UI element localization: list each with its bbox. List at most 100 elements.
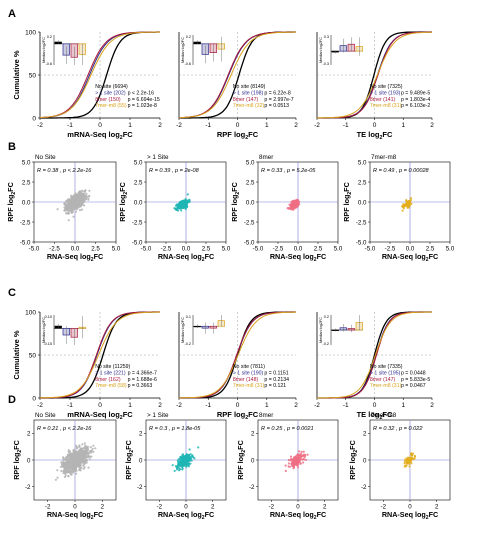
scatter-point [56, 469, 59, 472]
scatter-point [410, 462, 413, 465]
scatter-panel: 8mer R = 0.33 , p = 5.2e-05 -5.0 -2.5 0.0 2.5… [244, 154, 343, 253]
scatter-point [177, 460, 180, 463]
scatter-point [83, 190, 87, 193]
scatter-point [77, 452, 80, 455]
scatter-point [71, 196, 74, 199]
scatter-point [84, 451, 87, 454]
scatter-point [79, 205, 82, 208]
legend-entry: 8mer (147) [370, 377, 396, 383]
scatter-point [296, 456, 299, 459]
scatter-point [73, 462, 76, 465]
legend-entry: No site (7325) [370, 84, 403, 90]
axis-label: RNA-Seq log2FC [270, 252, 326, 263]
scatter-title: 7mer-m8 [371, 412, 397, 419]
y-tick-label: 2 [251, 431, 255, 438]
scatter-point [72, 449, 75, 452]
scatter-point [80, 457, 83, 460]
legend-entry: 8mer (141) [370, 97, 396, 103]
scatter-title: No Site [35, 154, 56, 161]
inset-tick: -0.2 [322, 342, 329, 346]
inset-ylabel: Median log2FC [319, 317, 323, 343]
scatter-point [69, 199, 72, 202]
stat-label: R = 0.38 , p < 2.2e-16 [37, 168, 92, 174]
legend-entry: 7mer-m8 (55) [95, 103, 127, 109]
axis-label: RPF log2FC [6, 182, 17, 222]
y-tick-label: -2 [25, 484, 31, 491]
scatter-point [405, 199, 408, 202]
x-tick-label: -1 [67, 402, 73, 409]
legend-entry: 8mer (148) [233, 377, 259, 383]
scatter-point [72, 199, 75, 202]
p-value: p = 6.694e-15 [128, 97, 160, 103]
y-tick-label: 5.0 [22, 159, 31, 166]
scatter-point [80, 447, 83, 450]
scatter-point [77, 194, 80, 197]
scatter-point [70, 455, 73, 458]
scatter-point [410, 453, 413, 456]
scatter-point [63, 202, 67, 205]
legend-entry: No site (7811) [233, 364, 265, 370]
p-value: p = 4.366e-7 [128, 370, 157, 376]
legend-entry: No site (11259) [95, 364, 130, 370]
axis-label: RNA-Seq log2FC [47, 510, 103, 521]
scatter-point [89, 446, 92, 449]
x-tick-label: 1 [401, 122, 405, 129]
scatter-title: > 1 Site [147, 154, 169, 161]
scatter-point [88, 452, 91, 455]
scatter-point [298, 454, 301, 457]
scatter-point [185, 203, 188, 206]
scatter-point [292, 458, 295, 461]
x-tick-label: 0 [236, 122, 240, 129]
x-tick-label: -2 [37, 122, 43, 129]
x-tick-label: -2.5 [161, 246, 172, 253]
scatter-point [180, 209, 183, 212]
axis-label: RPF log2FC [217, 410, 259, 421]
scatter-point [190, 455, 193, 458]
scatter-point [77, 465, 80, 468]
scatter-point [178, 201, 181, 205]
legend-entry: 8mer (147) [233, 97, 259, 103]
inset-tick: 0.1 [186, 315, 191, 319]
scatter-point [60, 469, 63, 473]
scatter-point [184, 200, 187, 203]
inset-tick: 0.10 [45, 315, 52, 319]
scatter-point [67, 475, 70, 478]
scatter-point [65, 456, 68, 459]
cdf-line-3 [179, 311, 296, 399]
legend-entry: 7mer-m8 (32) [233, 103, 265, 109]
scatter-point [79, 200, 82, 203]
cdf-panel: -2 -1 0 1 2 No site (8149)> 1 site (198) p = 6… [176, 31, 298, 129]
y-tick-label: -2 [249, 484, 255, 491]
p-value: p < 2.2e-16 [128, 90, 155, 96]
y-tick-label: 0 [32, 396, 36, 403]
axis-label: RNA-Seq log2FC [47, 252, 103, 263]
x-tick-label: 2 [101, 504, 105, 511]
y-tick-label: -2.5 [356, 219, 367, 226]
scatter-point [296, 198, 299, 202]
scatter-point [82, 467, 85, 470]
scatter-point [410, 202, 413, 205]
scatter-point [77, 459, 80, 463]
scatter-point [407, 206, 410, 209]
axis-label: RNA-Seq log2FC [158, 252, 214, 263]
scatter-point [403, 460, 406, 463]
legend-entry: > 1 site (190) [233, 370, 264, 376]
cdf-line-3 [317, 31, 432, 119]
x-tick-label: -1 [343, 402, 349, 409]
scatter-point [181, 455, 184, 458]
x-tick-label: 0.0 [406, 246, 415, 253]
scatter-point [64, 207, 67, 210]
scatter-point [84, 198, 88, 201]
scatter-point [186, 193, 189, 196]
scatter-point [92, 450, 95, 453]
scatter-point [184, 458, 187, 462]
y-tick-label: 100 [25, 310, 36, 317]
x-tick-label: 2 [211, 504, 215, 511]
scatter-point [63, 475, 67, 478]
scatter-point [62, 462, 66, 466]
legend-entry: No site (7335) [370, 364, 403, 370]
scatter-point [71, 461, 74, 464]
y-tick-label: -5.0 [356, 239, 367, 246]
scatter-point [304, 458, 307, 461]
y-tick-label: 5.0 [246, 159, 255, 166]
